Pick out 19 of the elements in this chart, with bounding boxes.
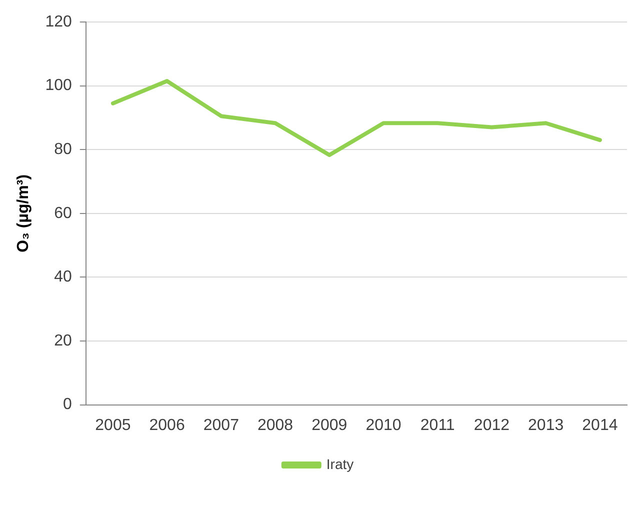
x-tick-label: 2011: [420, 416, 455, 434]
x-tick-label: 2010: [366, 416, 402, 434]
x-tick-label: 2009: [312, 416, 348, 434]
y-tick-label: 100: [45, 77, 72, 94]
x-tick-label: 2006: [149, 416, 185, 434]
x-tick-label: 2013: [528, 416, 564, 434]
y-tick-label: 80: [54, 141, 72, 158]
y-tick-label: 120: [45, 13, 72, 30]
legend-label: Iraty: [326, 456, 354, 472]
y-axis-title: O₃ (µg/m³): [15, 174, 32, 252]
x-tick-label: 2005: [95, 416, 131, 434]
y-tick-label: 0: [62, 396, 72, 414]
y-tick-label: 20: [54, 332, 72, 350]
y-tick-label: 60: [54, 204, 72, 222]
x-tick-label: 2008: [257, 416, 294, 434]
y-tick-label: 40: [54, 268, 72, 286]
x-tick-label: 2007: [203, 416, 240, 434]
x-tick-label: 2014: [582, 416, 618, 434]
x-tick-label: 2012: [474, 416, 510, 434]
